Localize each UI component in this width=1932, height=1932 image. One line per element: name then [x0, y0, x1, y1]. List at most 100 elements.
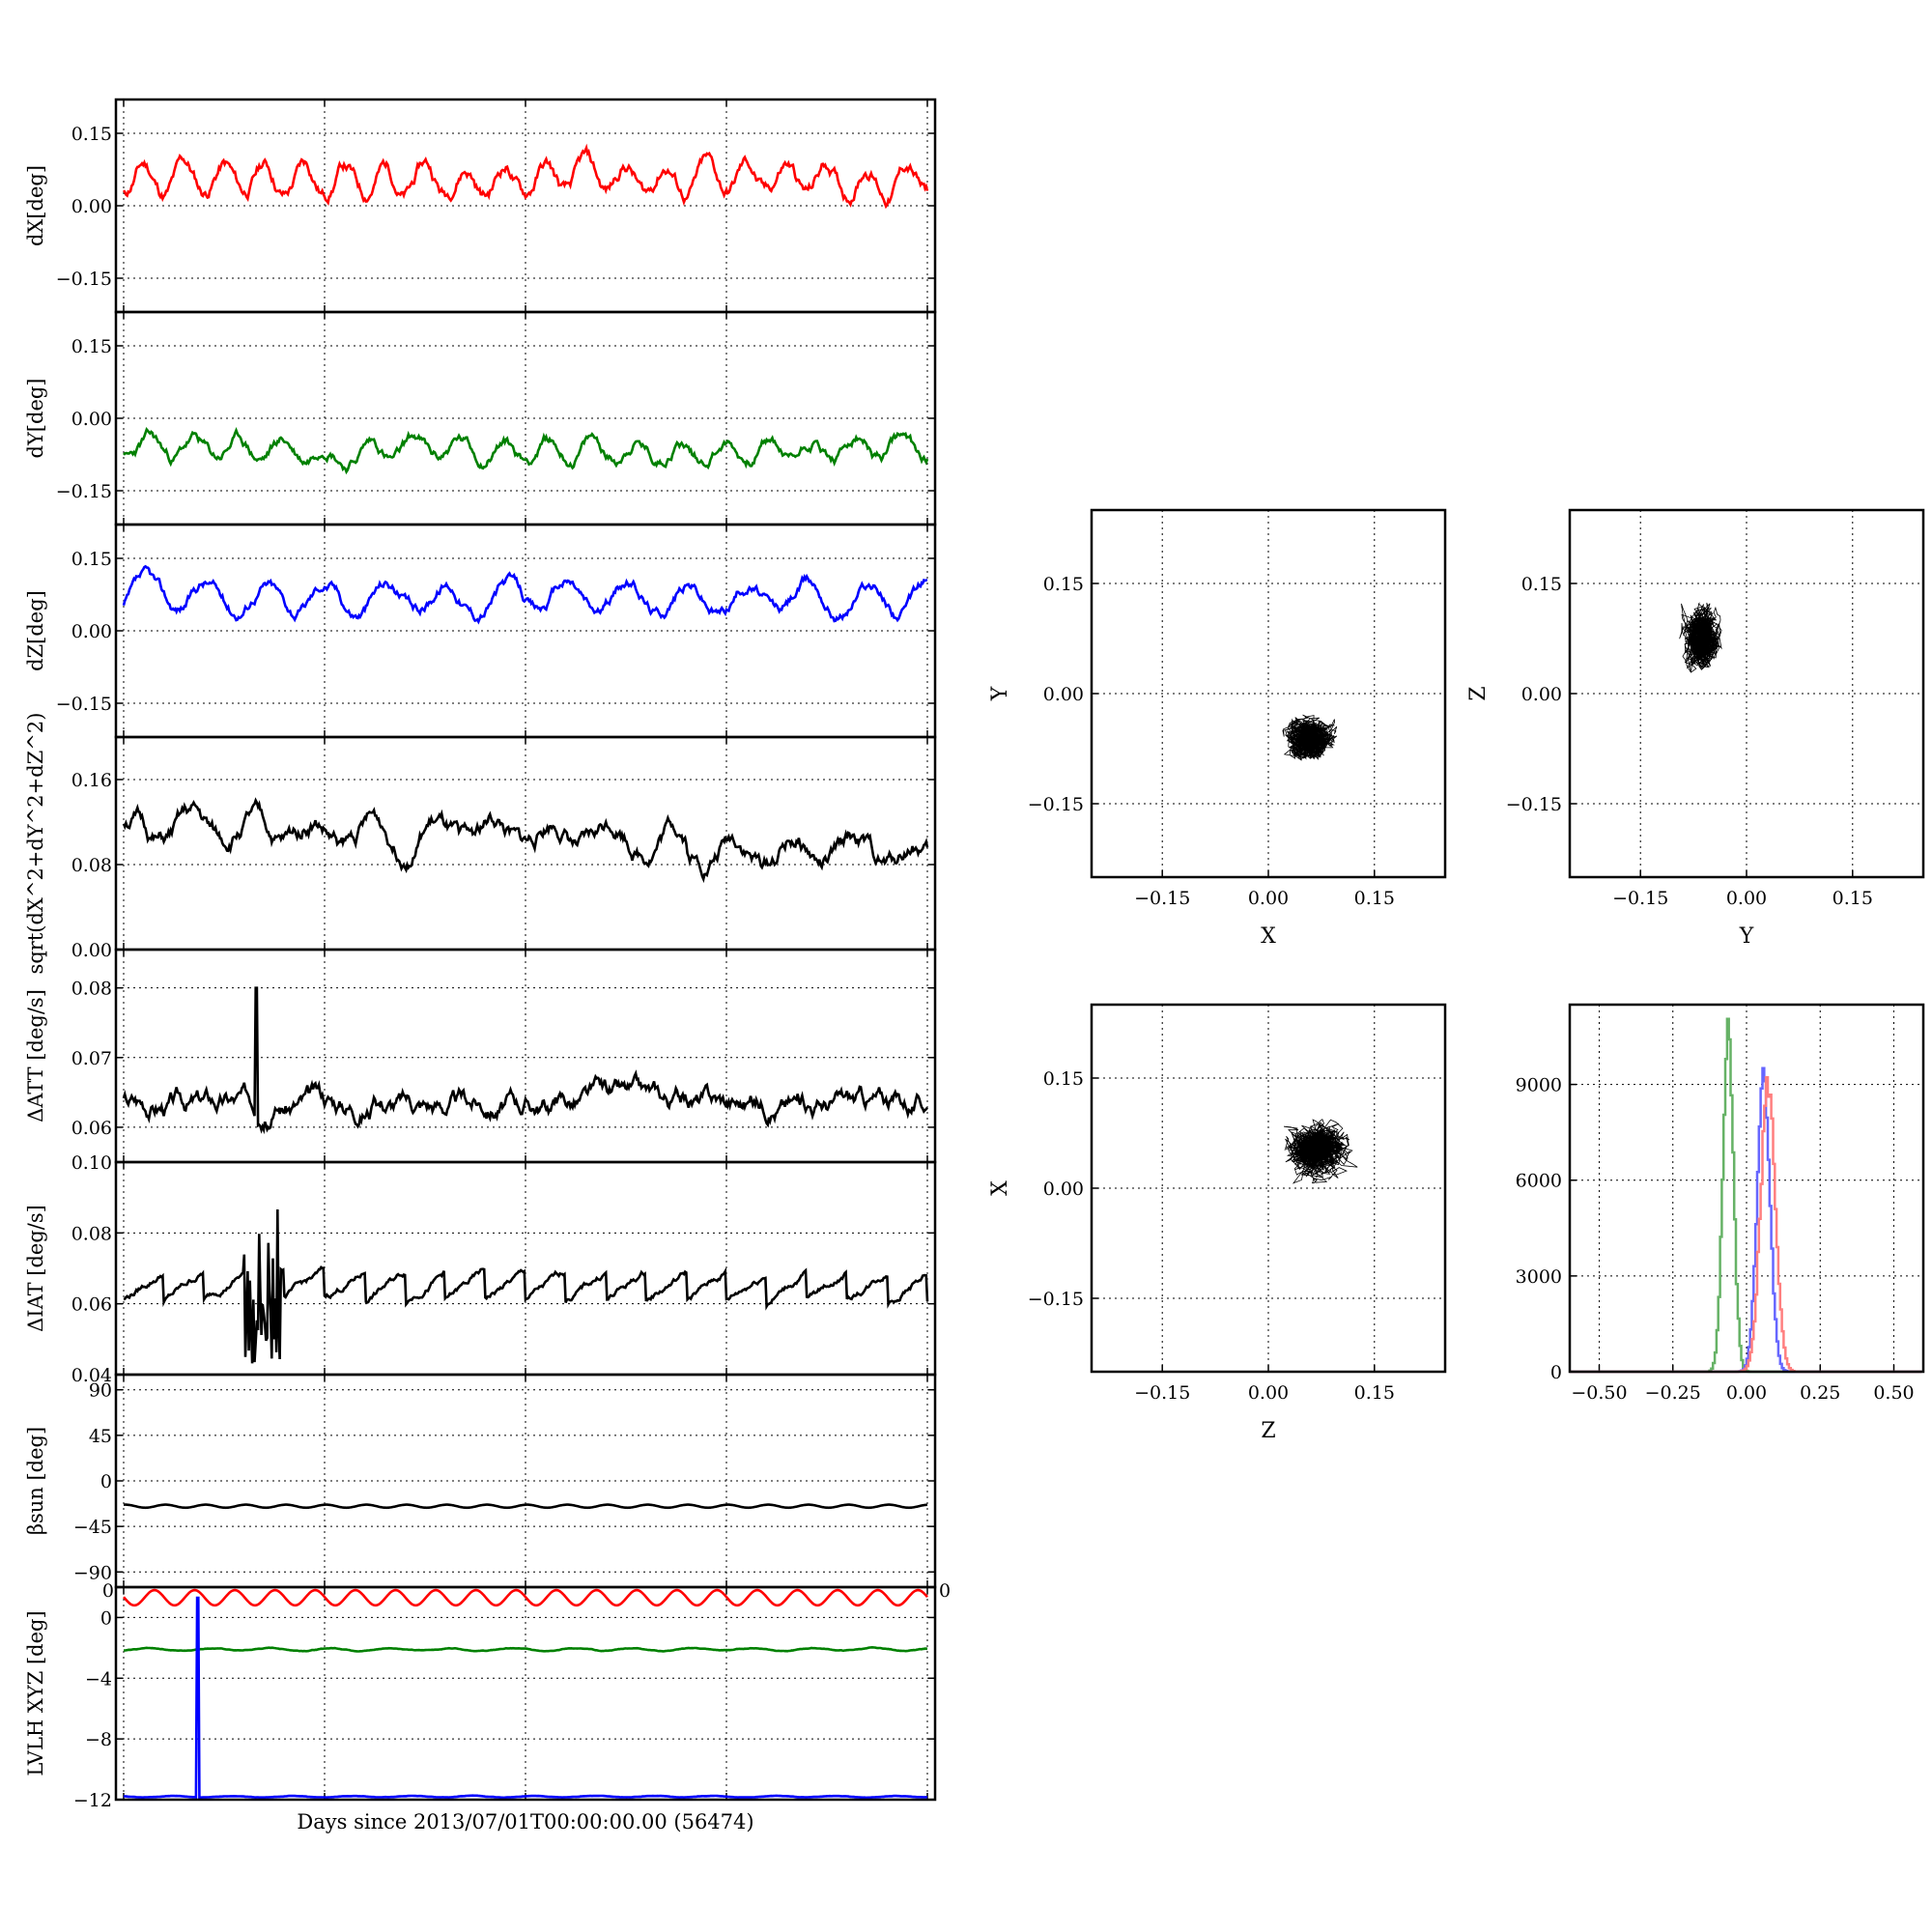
x-tick-label: −0.15: [1134, 1382, 1190, 1404]
y-tick-label: 0.15: [71, 549, 112, 570]
series-line-beta-0: [123, 1503, 928, 1510]
panel-diat: 0.10 0.08 0.06 0.04 ΔIAT [deg/s]: [24, 1152, 937, 1386]
y-tick-label: −0.15: [56, 269, 112, 290]
y-tick-label: −0.15: [56, 694, 112, 715]
y-tick-label: 0.06: [71, 1118, 112, 1139]
x-tick-label: −0.15: [1134, 888, 1190, 909]
y-tick-label: 0.10: [71, 1152, 112, 1174]
y-axis-label: X: [988, 1180, 1012, 1196]
y-tick-label: −12: [73, 1790, 112, 1811]
hist-series-0: [1570, 1017, 1922, 1374]
x-tick-label: −0.25: [1645, 1382, 1701, 1404]
x-tick-label: 0.25: [1800, 1382, 1840, 1404]
x-tick-label: 0.15: [1833, 888, 1873, 909]
y-axis-label: βsun [deg]: [24, 1427, 47, 1535]
y-tick-label: 0.15: [71, 124, 112, 145]
panel-zx: −0.15 −0.15 0.00 0.00 0.15 0.15 Z X: [988, 1003, 1447, 1443]
axes-frame-xy: [1090, 508, 1447, 879]
x-tick-label: −0.15: [1612, 888, 1668, 909]
x-axis-label: Z: [1261, 1419, 1275, 1443]
series-line-dx-0: [122, 143, 929, 210]
y-tick-label: 90: [89, 1380, 112, 1402]
y-tick-label: −0.15: [56, 481, 112, 502]
y-tick-label: −45: [73, 1517, 112, 1538]
y-tick-label: 0.06: [71, 1294, 112, 1316]
y-tick-label: 0.00: [71, 621, 112, 642]
x-tick-label: 0.50: [1873, 1382, 1914, 1404]
y-tick-label: 0.16: [71, 770, 112, 791]
y-tick-label: 3000: [1516, 1266, 1562, 1288]
y-axis-label: sqrt(dX^2+dY^2+dZ^2): [24, 713, 47, 975]
y-tick-label: 0.15: [1043, 574, 1084, 595]
y-tick-label: 0.00: [71, 409, 112, 430]
axes-frame-hist: [1568, 1003, 1925, 1374]
top-tick-label-right: 0: [939, 1580, 951, 1602]
x-tick-label: 0.00: [1248, 888, 1289, 909]
axes-frame-zx: [1090, 1003, 1447, 1374]
x-tick-label: 0.00: [1726, 888, 1767, 909]
y-tick-label: 0.15: [1043, 1068, 1084, 1090]
panel-dx: 0.15 0.00 −0.15 dX[deg]: [24, 98, 937, 314]
y-tick-label: 0: [100, 1607, 112, 1629]
y-tick-label: −0.15: [1028, 794, 1084, 815]
y-tick-label: 0.00: [1043, 1179, 1084, 1200]
x-axis-label: Y: [1739, 924, 1754, 949]
x-axis-label: X: [1261, 924, 1276, 949]
y-tick-label: −4: [85, 1668, 112, 1690]
figure-xlabel: Days since 2013/07/01T00:00:00.00 (56474…: [297, 1810, 753, 1833]
y-axis-label: ΔIAT [deg/s]: [24, 1205, 47, 1332]
panel-mag: 0.16 0.08 0.00 sqrt(dX^2+dY^2+dZ^2): [24, 713, 937, 975]
panel-hist: −0.50 −0.25 0.00 0.25 0.50 0 3000 6000 9000: [1516, 1003, 1925, 1404]
y-tick-label: −0.15: [1028, 1289, 1084, 1310]
y-axis-label: dZ[deg]: [24, 590, 47, 671]
x-tick-label: 0.15: [1354, 1382, 1395, 1404]
x-tick-label: −0.50: [1571, 1382, 1627, 1404]
y-tick-label: 0.15: [71, 336, 112, 357]
series-line-lvlh-1: [124, 1645, 928, 1653]
axes-frame-lvlh: [114, 1585, 937, 1802]
panel-dz: 0.15 0.00 −0.15 dZ[deg]: [24, 523, 937, 739]
hist-series-1: [1570, 1066, 1922, 1374]
y-tick-label: 45: [89, 1426, 112, 1447]
y-tick-label: 0.00: [1521, 684, 1562, 705]
panel-datt: 0.08 0.07 0.06 ΔATT [deg/s]: [24, 948, 937, 1164]
series-line-mag-0: [122, 797, 929, 884]
y-axis-label: dX[deg]: [24, 165, 47, 246]
panel-beta: 90 45 0 −45 −90 βsun [deg]: [24, 1373, 937, 1589]
y-tick-label: 0: [100, 1471, 112, 1492]
series-line-diat-0: [123, 1208, 929, 1364]
scatter-trace-xy: [1282, 714, 1338, 761]
y-tick-label: 0: [1550, 1362, 1562, 1383]
y-tick-label: 0.00: [71, 940, 112, 961]
panel-yz: −0.15 −0.15 0.00 0.00 0.15 0.15 Y Z: [1466, 508, 1925, 949]
series-line-lvlh-2: [124, 1596, 927, 1800]
y-axis-label: LVLH XYZ [deg]: [24, 1610, 47, 1776]
series-line-lvlh-0: [123, 1588, 928, 1607]
y-tick-label: 0.04: [71, 1365, 112, 1386]
y-tick-label: 6000: [1516, 1171, 1562, 1192]
top-tick-label: 0: [102, 1580, 114, 1602]
series-line-dz-0: [122, 564, 928, 625]
y-tick-label: 0.08: [71, 1223, 112, 1244]
hist-series-2: [1570, 1075, 1922, 1374]
panel-xy: −0.15 −0.15 0.00 0.00 0.15 0.15 X Y: [988, 508, 1447, 949]
x-tick-label: 0.00: [1726, 1382, 1767, 1404]
y-tick-label: 9000: [1516, 1075, 1562, 1096]
y-tick-label: 0.00: [1043, 684, 1084, 705]
y-tick-label: 0.15: [1521, 574, 1562, 595]
y-axis-label: Z: [1466, 686, 1491, 700]
y-axis-label: ΔATT [deg/s]: [24, 989, 47, 1122]
y-tick-label: 0.08: [71, 855, 112, 876]
y-tick-label: 0.00: [71, 196, 112, 217]
y-tick-label: 0.08: [71, 979, 112, 1000]
series-line-datt-0: [122, 986, 929, 1135]
y-tick-label: −90: [73, 1562, 112, 1583]
y-axis-label: Y: [988, 686, 1012, 701]
panel-dy: 0.15 0.00 −0.15 dY[deg]: [24, 310, 937, 526]
series-line-dy-0: [123, 426, 929, 475]
y-axis-label: dY[deg]: [24, 378, 47, 458]
panel-lvlh: 0 −4 −8 −12 LVLH XYZ [deg] 0 0: [24, 1580, 951, 1811]
scatter-trace-zx: [1284, 1119, 1358, 1184]
x-tick-label: 0.15: [1354, 888, 1395, 909]
x-tick-label: 0.00: [1248, 1382, 1289, 1404]
